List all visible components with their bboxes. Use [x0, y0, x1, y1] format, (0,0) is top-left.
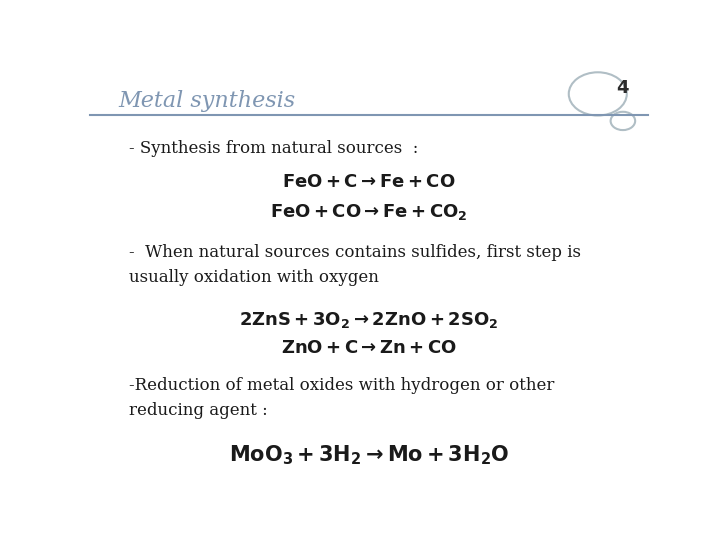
Text: $\mathbf{MoO_3 + 3H_2 \rightarrow Mo + 3H_2O}$: $\mathbf{MoO_3 + 3H_2 \rightarrow Mo + 3…	[229, 443, 509, 467]
Text: $\mathbf{2ZnS + 3O_2 \rightarrow 2ZnO + 2SO_2}$: $\mathbf{2ZnS + 3O_2 \rightarrow 2ZnO + …	[239, 310, 499, 330]
Text: reducing agent :: reducing agent :	[129, 402, 268, 418]
Text: -Reduction of metal oxides with hydrogen or other: -Reduction of metal oxides with hydrogen…	[129, 377, 554, 394]
Text: -  When natural sources contains sulfides, first step is: - When natural sources contains sulfides…	[129, 244, 581, 261]
Text: $\mathbf{ZnO + C \rightarrow Zn + CO}$: $\mathbf{ZnO + C \rightarrow Zn + CO}$	[281, 339, 457, 357]
Text: $\mathbf{FeO + C \rightarrow Fe + CO}$: $\mathbf{FeO + C \rightarrow Fe + CO}$	[282, 173, 456, 191]
Text: - Synthesis from natural sources  :: - Synthesis from natural sources :	[129, 140, 418, 157]
Text: $\mathbf{FeO + CO \rightarrow Fe + CO_2}$: $\mathbf{FeO + CO \rightarrow Fe + CO_2}…	[270, 202, 468, 222]
Text: 4: 4	[616, 79, 629, 97]
Text: Metal synthesis: Metal synthesis	[118, 90, 295, 112]
Text: usually oxidation with oxygen: usually oxidation with oxygen	[129, 268, 379, 286]
